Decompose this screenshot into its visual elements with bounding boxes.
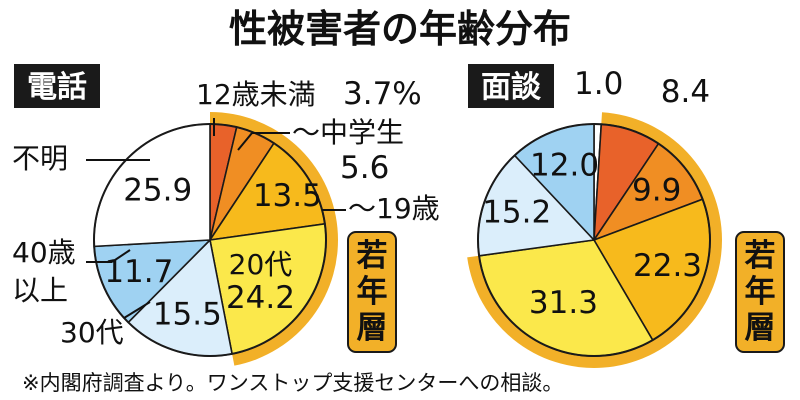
phone-label-teen: ～19歳 — [348, 192, 440, 225]
interview-young-label: 若年層 — [745, 238, 776, 346]
interview-young-badge — [735, 231, 785, 353]
young-text-interview-char-2: 層 — [745, 310, 776, 346]
phone-leader-lines — [86, 118, 346, 319]
interview-value-label-4: 31.3 — [529, 285, 598, 321]
phone-panel-tag: 電話 — [14, 64, 100, 108]
phone-label-under12: 12歳未満 — [196, 78, 316, 111]
young-text-phone-char-0: 若 — [357, 238, 388, 274]
phone-label-40plus-line2: 以上 — [12, 274, 68, 307]
interview-value-label-6: 12.0 — [530, 148, 599, 184]
phone-label-unknown: 不明 — [12, 142, 68, 175]
phone-value-label-4: 15.5 — [153, 297, 222, 333]
phone-value-middle: 5.6 — [340, 150, 389, 186]
young-text-interview-char-1: 年 — [745, 274, 776, 310]
interview-panel-tag: 面談 — [468, 64, 554, 108]
footnote: ※内閣府調査より。ワンストップ支援センターへの相談。 — [22, 371, 563, 395]
interview-outline — [477, 123, 711, 357]
phone-value-label-3: 24.2 — [226, 280, 295, 316]
interview-value-label-0: 1.0 — [574, 66, 623, 102]
phone-young-label: 若年層 — [357, 238, 388, 346]
phone-value-label-6: 25.9 — [123, 173, 192, 209]
phone-label-30s: 30代 — [60, 316, 124, 349]
figure-title: 性被害者の年齢分布 — [229, 7, 571, 51]
interview-pie-chart: 1.0 8.4 9.9 22.3 31.3 15.2 12.0 — [467, 66, 722, 369]
phone-category-label-3: 20代 — [229, 248, 293, 281]
phone-label-40plus-line1: 40歳 — [12, 236, 76, 269]
interview-value-label-2: 9.9 — [632, 172, 681, 208]
interview-value-label-1: 8.4 — [661, 74, 710, 110]
phone-young-badge — [347, 231, 397, 353]
young-text-phone-char-2: 層 — [357, 310, 388, 346]
phone-value-under12: 3.7% — [343, 76, 422, 112]
phone-value-label-2: 13.5 — [253, 178, 322, 214]
young-text-interview-char-0: 若 — [745, 238, 776, 274]
interview-panel-title: 面談 — [481, 70, 542, 105]
phone-panel-title: 電話 — [27, 70, 87, 105]
young-text-phone-char-1: 年 — [357, 274, 388, 310]
phone-outline — [93, 123, 327, 357]
interview-value-label-5: 15.2 — [482, 195, 551, 231]
interview-value-label-3: 22.3 — [633, 248, 702, 284]
phone-label-middle: ～中学生 — [292, 116, 404, 149]
